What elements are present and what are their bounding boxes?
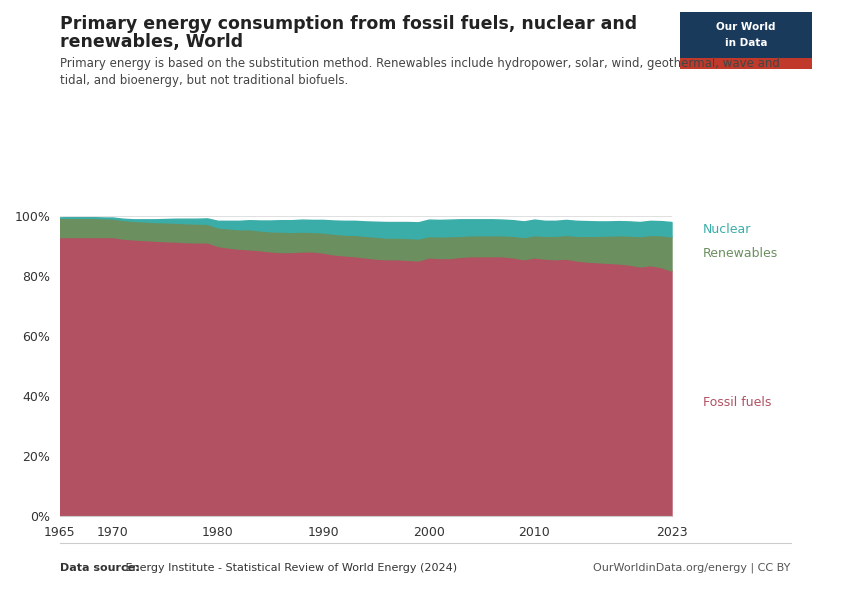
Text: Primary energy is based on the substitution method. Renewables include hydropowe: Primary energy is based on the substitut… [60, 57, 779, 87]
Text: Fossil fuels: Fossil fuels [703, 395, 772, 409]
Text: in Data: in Data [724, 38, 767, 48]
Text: OurWorldinData.org/energy | CC BY: OurWorldinData.org/energy | CC BY [593, 563, 790, 573]
Text: Renewables: Renewables [703, 247, 779, 260]
FancyBboxPatch shape [680, 58, 812, 69]
Text: Energy Institute - Statistical Review of World Energy (2024): Energy Institute - Statistical Review of… [122, 563, 456, 573]
FancyBboxPatch shape [680, 12, 812, 59]
Text: Primary energy consumption from fossil fuels, nuclear and: Primary energy consumption from fossil f… [60, 15, 637, 33]
Text: Data source:: Data source: [60, 563, 139, 573]
Text: renewables, World: renewables, World [60, 33, 242, 51]
Text: Nuclear: Nuclear [703, 223, 751, 236]
Text: Our World: Our World [716, 22, 775, 32]
